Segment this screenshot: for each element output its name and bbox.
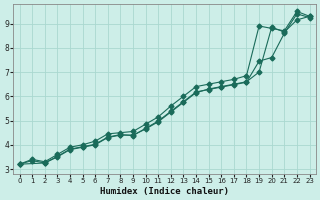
X-axis label: Humidex (Indice chaleur): Humidex (Indice chaleur) — [100, 187, 229, 196]
